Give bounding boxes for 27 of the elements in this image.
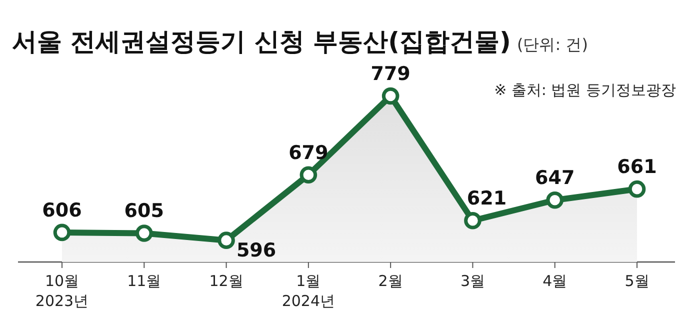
x-tick-label: 3월 <box>460 272 485 290</box>
point <box>382 87 400 105</box>
data-label: 647 <box>535 167 575 190</box>
x-tick-label: 11월 <box>127 272 162 290</box>
chart-subtitle: (단위: 건) <box>516 35 588 54</box>
x-tick-label: 1월 2024년 <box>282 272 336 310</box>
x-tick-label: 4월 <box>542 272 568 290</box>
x-tick-label: 2월 <box>378 272 403 290</box>
x-tick-label: 12월 <box>209 272 244 290</box>
data-label: 621 <box>466 188 507 210</box>
point <box>300 166 318 184</box>
point <box>135 224 153 242</box>
x-tick-label: 10월 2023년 <box>35 272 89 310</box>
point <box>218 232 235 249</box>
point <box>546 191 564 209</box>
point <box>464 212 482 230</box>
data-label: 606 <box>42 199 82 222</box>
data-label: 661 <box>617 156 657 178</box>
data-label: 596 <box>236 239 276 262</box>
x-tick-label: 5월 <box>624 272 650 290</box>
data-label: 679 <box>288 142 328 164</box>
annotation: ※ 출처: 법원 등기정보광장 <box>494 81 676 99</box>
data-label: 605 <box>124 200 164 222</box>
point <box>628 180 646 198</box>
data-label: 779 <box>370 63 410 85</box>
chart-title: 서울 전세권설정등기 신청 부동산(집합건물) <box>12 27 511 56</box>
point <box>53 224 71 242</box>
